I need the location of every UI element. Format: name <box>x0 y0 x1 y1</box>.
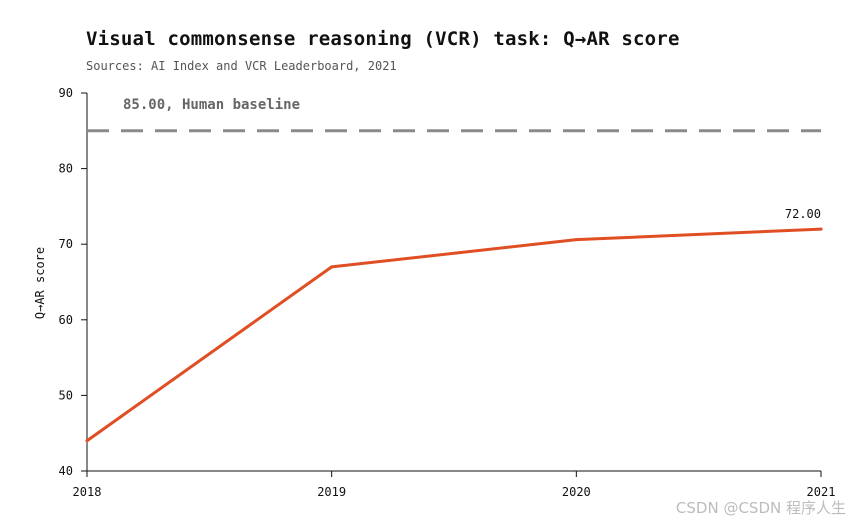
y-tick-label: 90 <box>59 86 73 100</box>
series: 72.00 <box>85 207 823 443</box>
baseline: 85.00, Human baseline <box>87 97 821 133</box>
data-point <box>85 439 89 443</box>
y-tick-label: 40 <box>59 464 73 478</box>
x-tick-label: 2019 <box>317 485 346 499</box>
chart-subtitle: Sources: AI Index and VCR Leaderboard, 2… <box>86 59 397 73</box>
axes: 40 50 60 70 80 90 2018 2019 2020 2021 <box>59 86 836 499</box>
x-tick-label: 2018 <box>73 485 102 499</box>
y-tick-label: 50 <box>59 388 73 402</box>
data-point <box>574 238 578 242</box>
y-axis-label: Q→AR score <box>33 247 47 319</box>
end-value-label: 72.00 <box>785 207 821 221</box>
human-baseline-label: 85.00, Human baseline <box>123 97 300 113</box>
y-tick-label: 80 <box>59 162 73 176</box>
data-point <box>330 265 334 269</box>
x-tick-label: 2020 <box>562 485 591 499</box>
x-tick-label: 2021 <box>807 485 836 499</box>
y-tick-label: 60 <box>59 313 73 327</box>
chart-title: Visual commonsense reasoning (VCR) task:… <box>86 28 680 50</box>
data-point <box>819 227 823 231</box>
y-tick-label: 70 <box>59 237 73 251</box>
watermark: CSDN @CSDN 程序人生 <box>675 499 846 517</box>
series-line <box>85 227 823 443</box>
